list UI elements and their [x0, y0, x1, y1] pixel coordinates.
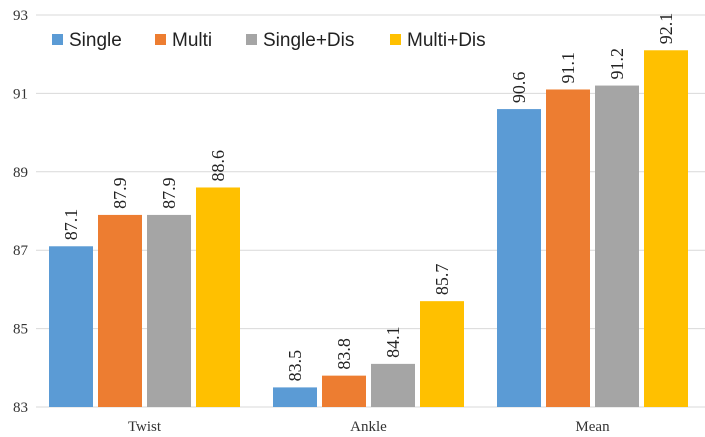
data-label: 85.7 — [432, 264, 452, 296]
legend-swatch — [52, 34, 63, 45]
bar-mean-multi — [546, 89, 590, 407]
legend: Single Multi Single+Dis Multi+Dis — [52, 30, 486, 51]
data-label: 91.1 — [558, 52, 578, 84]
x-axis-category-labels: Twist Ankle Mean — [128, 419, 610, 435]
legend-swatch — [390, 34, 401, 45]
data-label: 84.1 — [383, 326, 403, 358]
y-tick-label: 83 — [13, 400, 28, 416]
x-category-label: Twist — [128, 419, 162, 435]
data-label: 87.9 — [159, 177, 179, 209]
bar-ankle-multi-dis — [420, 301, 464, 407]
legend-item-multi: Multi — [155, 30, 212, 51]
x-category-label: Ankle — [350, 419, 387, 435]
legend-label: Single+Dis — [263, 30, 354, 51]
legend-item-multi-dis: Multi+Dis — [390, 30, 486, 51]
bar-twist-single-dis — [147, 214, 191, 407]
legend-item-single: Single — [52, 30, 122, 51]
y-tick-label: 89 — [13, 165, 28, 181]
data-label: 83.5 — [285, 350, 305, 382]
legend-swatch — [155, 34, 166, 45]
bar-twist-multi-dis — [196, 187, 240, 407]
bar-ankle-multi — [322, 375, 366, 407]
data-label: 92.1 — [656, 13, 676, 45]
legend-label: Multi+Dis — [407, 30, 486, 51]
bar-mean-multi-dis — [644, 50, 688, 407]
y-axis-tick-labels: 83 85 87 89 91 93 — [13, 8, 29, 416]
legend-swatch — [246, 34, 257, 45]
bar-twist-multi — [98, 214, 142, 407]
bar-mean-single-dis — [595, 85, 639, 407]
y-tick-label: 93 — [13, 8, 28, 24]
bar-twist-single — [49, 246, 93, 407]
bars — [49, 50, 688, 407]
legend-label: Multi — [172, 30, 212, 51]
data-label: 87.1 — [61, 209, 81, 241]
data-label: 91.2 — [607, 48, 627, 80]
legend-label: Single — [69, 30, 122, 51]
legend-item-single-dis: Single+Dis — [246, 30, 354, 51]
x-category-label: Mean — [575, 419, 610, 435]
y-tick-label: 87 — [13, 243, 29, 259]
data-label: 87.9 — [110, 177, 130, 209]
bar-ankle-single — [273, 387, 317, 407]
data-labels: 87.1 87.9 87.9 88.6 83.5 83.8 84.1 85.7 90.6 91.1… — [61, 13, 676, 382]
bar-mean-single — [497, 109, 541, 407]
data-label: 83.8 — [334, 338, 354, 370]
data-label: 90.6 — [509, 72, 529, 104]
data-label: 88.6 — [208, 150, 228, 182]
y-tick-label: 85 — [13, 322, 28, 338]
y-tick-label: 91 — [13, 86, 28, 102]
bar-ankle-single-dis — [371, 363, 415, 407]
